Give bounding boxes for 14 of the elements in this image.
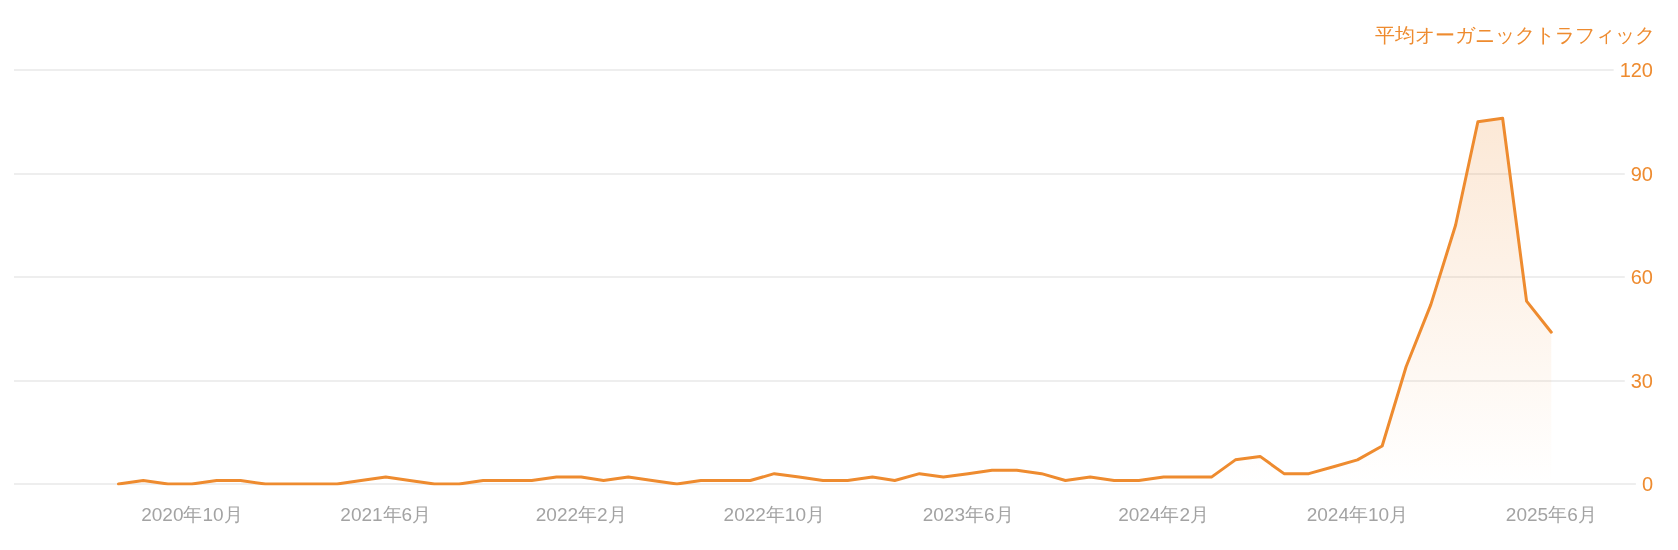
x-tick-label: 2023年6月 [922, 504, 1014, 525]
y-axis-title: 平均オーガニックトラフィック [1375, 24, 1655, 46]
x-tick-label: 2024年10月 [1306, 504, 1409, 525]
y-tick-label: 60 [1630, 266, 1653, 288]
x-tick-label: 2022年10月 [723, 504, 825, 525]
x-tick-label: 2021年6月 [340, 504, 432, 525]
x-tick-label: 2025年6月 [1505, 504, 1597, 525]
y-tick-label: 120 [1619, 59, 1653, 81]
y-tick-label: 30 [1630, 369, 1653, 392]
x-tick-label: 2022年2月 [535, 504, 627, 525]
y-tick-label: 0 [1641, 473, 1653, 495]
x-tick-label: 2024年2月 [1118, 504, 1209, 525]
y-tick-label: 90 [1630, 162, 1653, 185]
x-tick-label: 2020年10月 [141, 504, 243, 525]
